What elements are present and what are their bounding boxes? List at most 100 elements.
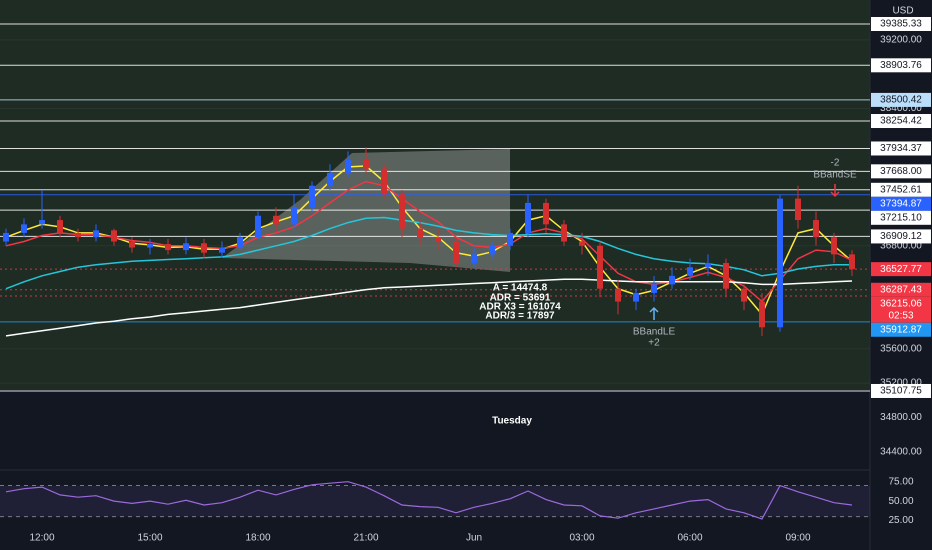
candle-body [687,267,693,276]
candle-body [291,207,297,225]
level-label-bg [871,141,931,156]
x-tick-label: 15:00 [137,533,162,544]
signal-label: BBandLE [633,327,676,338]
candle-body [21,224,27,233]
x-tick-label: 03:00 [569,533,594,544]
candle-body [633,292,639,302]
level-label: 38254.42 [880,116,922,127]
candle-body [417,228,423,238]
candle-body [669,275,675,285]
rsi-band [0,485,870,517]
candle-body [435,237,441,242]
candle-body [309,185,315,208]
candle-body [3,232,9,242]
level-label-bg [871,282,931,297]
candle-body [615,288,621,302]
candle-body [381,168,387,195]
candle-body [93,230,99,238]
candle-body [831,237,837,255]
level-label-bg [871,182,931,197]
candle-body [327,172,333,186]
level-label-bg [871,92,931,107]
candle-body [111,230,117,242]
candle-body [759,301,765,328]
candle-body [777,198,783,328]
candle-body [399,194,405,229]
x-tick-label: 06:00 [677,533,702,544]
x-tick-label: 09:00 [785,533,810,544]
level-label-bg [871,229,931,244]
candle-body [489,245,495,255]
rsi-pane [0,470,870,540]
candle-body [39,220,45,225]
candle-body [813,220,819,238]
level-label: 38500.42 [880,95,922,106]
rsi-line [5,481,853,520]
candle-body [705,262,711,268]
currency: USD [892,6,913,17]
signal-label: -2 [831,158,840,169]
level-label: 36909.12 [880,231,922,242]
level-label: 36287.43 [880,284,922,295]
x-tick-label: 18:00 [245,533,270,544]
candle-body [525,202,531,233]
candle-body [723,262,729,289]
measure-text: A = 14474.8 [493,283,548,294]
level-label: 36215.06 [880,298,922,309]
candle-body [75,232,81,238]
candle-body [255,215,261,238]
candle-body [129,241,135,248]
candle-body [579,241,585,246]
signal-label: BBandSE [813,170,857,181]
candle-body [597,245,603,289]
candle-body [219,247,225,253]
level-label-bg [871,196,931,211]
candle-body [795,198,801,221]
y-tick-label: 34800.00 [880,412,922,423]
x-tick-label: 21:00 [353,533,378,544]
candle-body [273,215,279,225]
level-label-bg [871,296,931,323]
x-tick-label: 12:00 [29,533,54,544]
level-label: 37668.00 [880,166,922,177]
candle-body [345,160,351,173]
level-label-bg [871,58,931,73]
y-tick-label: 35200.00 [880,378,922,389]
candle-body [363,160,369,169]
level-label-bg [871,16,931,31]
level-label: 35107.75 [880,386,922,397]
rsi-tick-label: 75.00 [888,476,913,487]
candle-body [57,220,63,233]
candle-body [507,232,513,246]
measure-text: ADR = 53691 [490,293,551,304]
candle-body [165,244,171,251]
level-label: 38903.76 [880,60,922,71]
level-label: 37394.87 [880,198,922,209]
level-label: 39385.33 [880,19,922,30]
measure-text: ADR X3 = 161074 [479,302,561,313]
indicator-line [5,278,853,337]
candle-body [651,284,657,293]
y-tick-label: 36800.00 [880,240,922,251]
level-label: 36527.77 [880,264,922,275]
x-tick-label: Jun [466,533,482,544]
candle-body [201,243,207,253]
empty-pane [0,390,870,470]
level-label-bg [871,164,931,179]
candle-body [147,244,153,248]
rsi-tick-label: 25.00 [888,515,913,526]
candle-body [471,254,477,263]
y-tick-label: 35600.00 [880,343,922,354]
level-label-bg [871,322,931,337]
indicator-line [5,180,853,303]
level-label-bg [871,383,931,398]
signal-label: +2 [648,338,660,349]
candle-body [453,241,459,263]
level-label-bg [871,210,931,225]
y-tick-label: 38400.00 [880,103,922,114]
candle-body [561,224,567,242]
y-tick-label: 39200.00 [880,35,922,46]
level-label: 37934.37 [880,143,922,154]
short-arrow [830,184,840,198]
level-label: 37215.10 [880,212,922,223]
